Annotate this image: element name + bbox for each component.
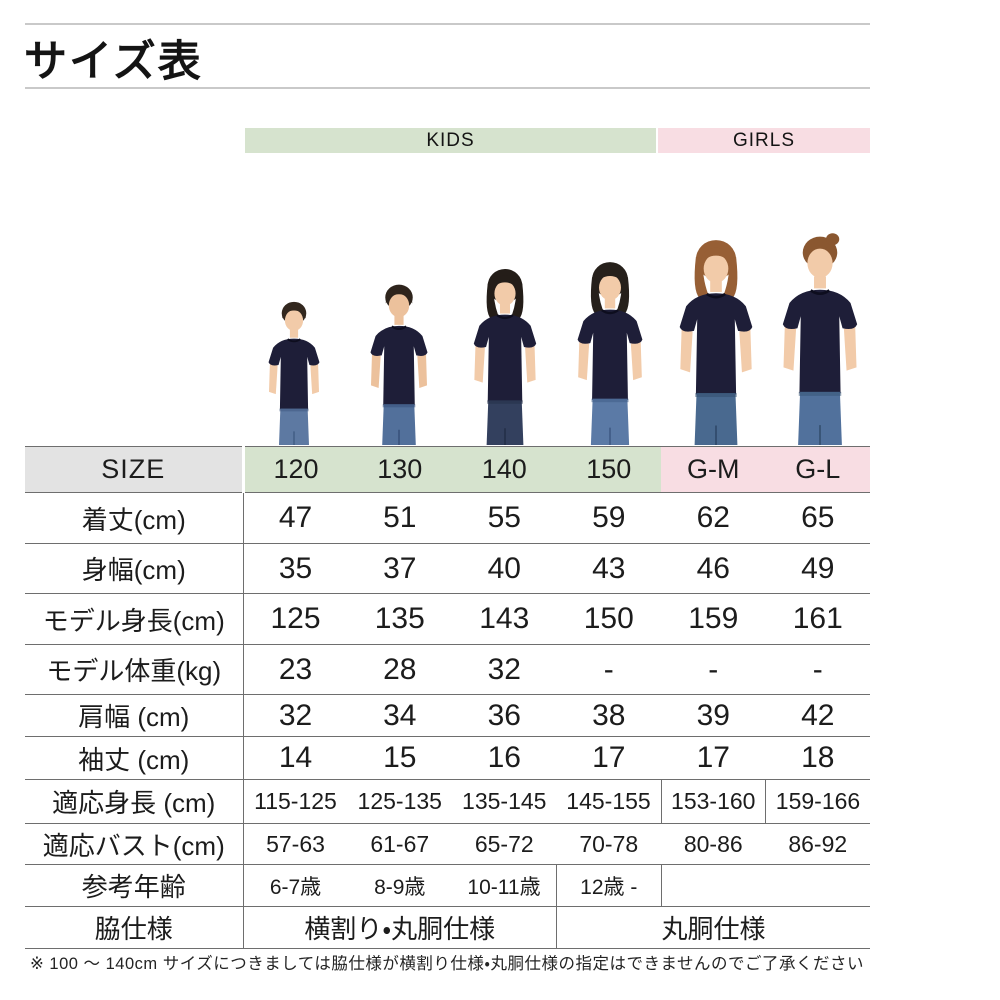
cell-side-spec-girls: 丸胴仕様 [556,906,870,949]
cell-empty [661,864,870,907]
cell: 6-7歳 [243,864,348,907]
cell: 17 [661,736,766,780]
footnote: ※ 100 〜 140cm サイズにつきましては脇仕様が横割り仕様・丸胴仕様の指… [30,955,865,973]
cell: 135 [347,593,452,645]
cell: - [661,644,766,695]
cell-side-spec-kids: 横割り・丸胴仕様 [243,906,557,949]
cell: 39 [661,694,766,737]
table-row-model-height: モデル身長(cm) 125 135 143 150 159 161 [25,593,870,645]
model-photo-150 [568,254,652,445]
cell: 159 [661,593,766,645]
cell: 43 [556,543,661,594]
row-label: 適応身長 (cm) [25,779,244,824]
row-label: 脇仕様 [25,906,244,949]
cell: 46 [661,543,766,594]
column-header-g-l: G-L [765,446,870,493]
cell: 14 [243,736,348,780]
cell: 65-72 [452,823,557,865]
cell: 61-67 [347,823,452,865]
cell: 34 [347,694,452,737]
cell: 32 [452,644,557,695]
page-title: サイズ表 [24,38,203,86]
table-row-fit-bust: 適応バスト(cm) 57-63 61-67 65-72 70-78 80-86 … [25,823,870,865]
cell: 47 [243,492,348,544]
row-label: 着丈(cm) [25,492,244,544]
table-row-reference-age: 参考年齢 6-7歳 8-9歳 10-11歳 12歳 - [25,864,870,907]
table-row-fit-height: 適応身長 (cm) 115-125 125-135 135-145 145-15… [25,779,870,824]
cell: 42 [765,694,870,737]
cell: 150 [556,593,661,645]
cell: 125 [243,593,348,645]
cell: 16 [452,736,557,780]
title-top-rule [25,23,870,25]
table-row-body-width: 身幅(cm) 35 37 40 43 46 49 [25,543,870,594]
girls-group-label: GIRLS [732,129,796,151]
cell: 145-155 [556,779,661,824]
table-row-body-length: 着丈(cm) 47 51 55 59 62 65 [25,492,870,544]
row-label: モデル身長(cm) [25,593,244,645]
cell: 18 [765,736,870,780]
girls-group-band: GIRLS [658,128,870,153]
cell: 10-11歳 [452,864,557,907]
row-label: 袖丈 (cm) [25,736,244,780]
cell: 32 [243,694,348,737]
column-header-130: 130 [347,446,452,493]
cell: 86-92 [765,823,870,865]
column-header-140: 140 [452,446,557,493]
model-photo-g-l [772,226,868,445]
kids-group-band: KIDS [245,128,656,153]
cell: 65 [765,492,870,544]
cell: 153-160 [660,779,766,824]
model-photo-120 [262,295,326,445]
table-row-sleeve-length: 袖丈 (cm) 14 15 16 17 17 18 [25,736,870,780]
size-header: SIZE [25,446,245,493]
title-bottom-rule [25,87,870,89]
cell: 17 [556,736,661,780]
size-table: SIZE 120 130 140 150 G-M G-L 着丈(cm) 47 5… [25,446,870,949]
cell: 70-78 [556,823,661,865]
column-header-g-m: G-M [661,446,766,493]
table-row-shoulder-width: 肩幅 (cm) 32 34 36 38 39 42 [25,694,870,737]
cell: 135-145 [452,779,557,824]
column-header-120: 120 [243,446,348,493]
cell: 40 [452,543,557,594]
cell: 51 [347,492,452,544]
cell: 28 [347,644,452,695]
cell: 80-86 [661,823,766,865]
cell: 8-9歳 [347,864,452,907]
model-photo-140 [466,261,544,445]
cell: 49 [765,543,870,594]
table-header-row: SIZE 120 130 140 150 G-M G-L [25,446,870,493]
cell: 37 [347,543,452,594]
cell: 15 [347,736,452,780]
cell: 115-125 [243,779,348,824]
cell: 143 [452,593,557,645]
kids-group-label: KIDS [426,129,475,151]
row-label: 適応バスト(cm) [25,823,244,865]
cell: 125-135 [347,779,452,824]
row-label: モデル体重(kg) [25,644,244,695]
row-label: 肩幅 (cm) [25,694,244,737]
cell: - [556,644,661,695]
cell: 35 [243,543,348,594]
cell: 161 [765,593,870,645]
table-row-model-weight: モデル体重(kg) 23 28 32 - - - [25,644,870,695]
row-label: 身幅(cm) [25,543,244,594]
cell: - [765,644,870,695]
table-row-side-spec: 脇仕様 横割り・丸胴仕様 丸胴仕様 [25,906,870,949]
cell: 55 [452,492,557,544]
model-photo-130 [363,277,435,445]
cell: 59 [556,492,661,544]
cell: 23 [243,644,348,695]
row-label: 参考年齢 [25,864,244,907]
model-photo-g-m [669,231,763,445]
column-header-150: 150 [556,446,661,493]
cell: 159-166 [765,779,870,824]
cell: 12歳 - [556,864,662,907]
cell: 36 [452,694,557,737]
cell: 62 [661,492,766,544]
cell: 57-63 [243,823,348,865]
cell: 38 [556,694,661,737]
